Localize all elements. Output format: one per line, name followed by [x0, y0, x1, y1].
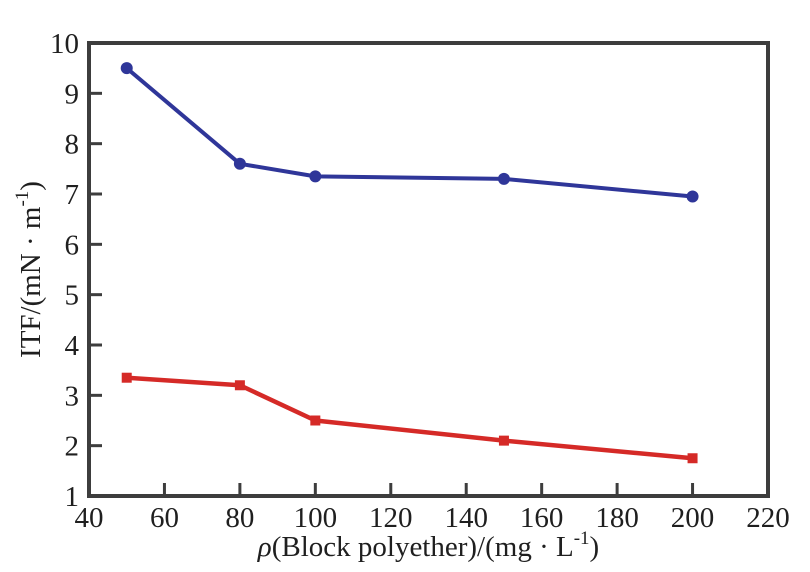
data-point-red-squares	[234, 380, 245, 391]
x-axis-tick-label: 220	[746, 502, 790, 534]
y-axis-tick-label: 1	[65, 481, 80, 513]
y-axis-tick-label: 8	[65, 129, 80, 161]
x-axis-tick-label: 100	[294, 502, 338, 534]
y-axis-tick-label: 10	[50, 28, 79, 60]
y-axis-tick-label: 3	[65, 380, 80, 412]
x-axis-title: ρ(Block polyether)/(mg · L-1)	[257, 528, 599, 563]
data-point-red-squares	[121, 372, 132, 383]
x-axis-tick-label: 120	[369, 502, 413, 534]
y-axis-tick-label: 6	[65, 229, 80, 261]
y-axis-tick-label: 5	[65, 280, 80, 312]
x-axis-tick-label: 180	[595, 502, 639, 534]
plot-frame	[87, 41, 770, 498]
series-line-red-squares	[124, 375, 695, 461]
data-point-red-squares	[498, 435, 509, 446]
y-axis-title: ITF/(mN · m-1)	[12, 181, 47, 358]
series-line-blue-circles	[124, 66, 695, 199]
y-axis-tick-label: 4	[65, 330, 80, 362]
x-axis-tick-label: 160	[520, 502, 564, 534]
x-axis-tick-label: 60	[150, 502, 179, 534]
x-axis-tick-label: 80	[225, 502, 254, 534]
data-point-blue-circles	[686, 190, 699, 203]
y-axis-tick-label: 7	[65, 179, 80, 211]
data-point-blue-circles	[497, 172, 510, 185]
data-point-blue-circles	[309, 170, 322, 183]
data-point-red-squares	[687, 453, 698, 464]
x-axis-tick-label: 200	[671, 502, 715, 534]
data-point-red-squares	[310, 415, 321, 426]
y-axis-tick-label: 9	[65, 78, 80, 110]
data-point-blue-circles	[233, 157, 246, 170]
x-axis-tick-label: 140	[444, 502, 488, 534]
y-axis-tick-label: 2	[65, 431, 80, 463]
data-point-blue-circles	[120, 62, 133, 75]
x-axis-tick-label: 40	[75, 502, 104, 534]
